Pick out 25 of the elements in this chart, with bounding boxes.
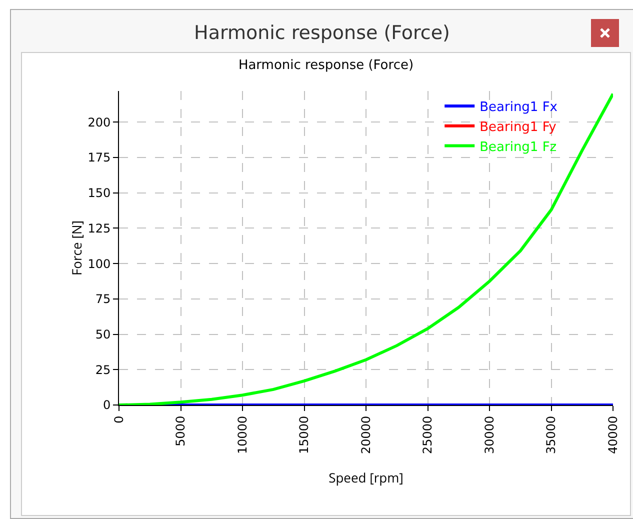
y-tick-label: 50 (95, 327, 111, 342)
x-tick-label: 10000 (235, 416, 250, 454)
x-tick-label: 20000 (358, 416, 373, 454)
x-tick-label: 35000 (544, 416, 558, 454)
x-tick-label: 15000 (297, 416, 312, 454)
y-tick-label: 200 (88, 115, 111, 130)
x-tick-label: 0 (112, 416, 126, 424)
x-tick-label: 25000 (420, 416, 435, 454)
y-tick-label: 75 (95, 292, 111, 306)
y-tick-label: 125 (88, 221, 111, 236)
chart-title: Harmonic response (Force) (194, 22, 450, 44)
x-tick-label: 40000 (606, 416, 620, 454)
legend-label: Bearing1 Fy (480, 120, 557, 135)
y-tick-label: 0 (102, 398, 111, 412)
legend-label: Bearing1 Fx (480, 100, 558, 116)
y-tick-label: 100 (88, 256, 111, 271)
y-axis-title: Force [N] (68, 220, 86, 276)
y-tick-label: 175 (88, 150, 111, 165)
legend-label: Bearing1 Fz (480, 140, 557, 155)
x-axis-title: Speed [rpm] (328, 468, 404, 487)
x-tick-label: 5000 (174, 416, 188, 446)
y-tick-label: 25 (95, 362, 111, 377)
chart-title: Harmonic response (Force) (238, 58, 414, 74)
x-tick-label: 30000 (482, 416, 496, 454)
y-tick-label: 150 (88, 186, 111, 200)
